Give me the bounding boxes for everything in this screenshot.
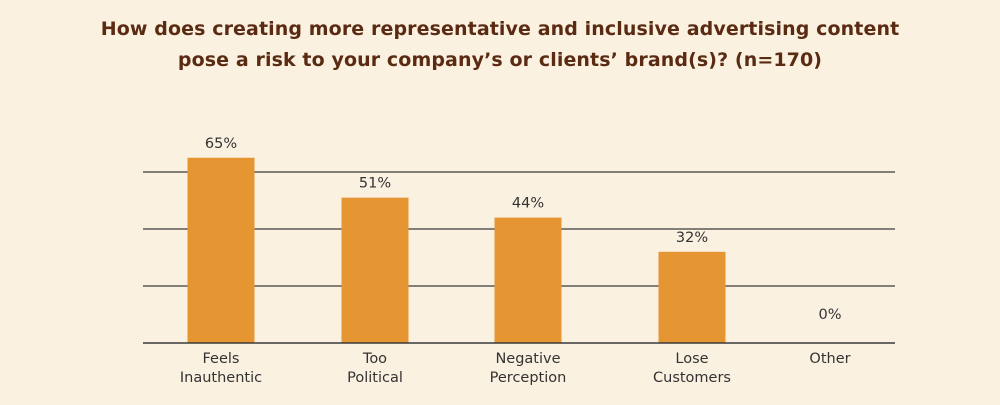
- x-tick-label-2-1: Perception: [490, 370, 567, 386]
- x-tick-label-2-0: Negative: [495, 351, 560, 367]
- x-axis-labels: Feels Inauthentic Too Political Negative Perc…: [180, 351, 851, 386]
- x-tick-label-4-0: Other: [809, 351, 850, 367]
- data-labels: 65% 51% 44% 32% 0%: [205, 136, 842, 323]
- bars: [187, 157, 726, 343]
- x-tick-label-1-1: Political: [347, 370, 403, 386]
- x-tick-label-0-1: Inauthentic: [180, 370, 262, 386]
- chart-title: How does creating more representative an…: [40, 14, 960, 76]
- data-label-1: 51%: [359, 176, 391, 192]
- x-tick-label-1-0: Too: [362, 351, 387, 367]
- data-label-4: 0%: [818, 307, 841, 323]
- x-tick-label-0-0: Feels: [203, 351, 240, 367]
- chart-title-line-2: pose a risk to your company’s or clients…: [177, 49, 823, 71]
- chart-title-line-1: How does creating more representative an…: [100, 18, 900, 40]
- data-label-0: 65%: [205, 136, 237, 152]
- data-label-3: 32%: [676, 230, 708, 246]
- bar-3: [658, 251, 726, 343]
- x-tick-label-3-1: Customers: [653, 370, 731, 386]
- bar-0: [187, 157, 255, 343]
- data-label-2: 44%: [512, 196, 544, 212]
- bar-1: [341, 197, 409, 343]
- bar-2: [494, 217, 562, 343]
- x-tick-label-3-0: Lose: [675, 351, 708, 367]
